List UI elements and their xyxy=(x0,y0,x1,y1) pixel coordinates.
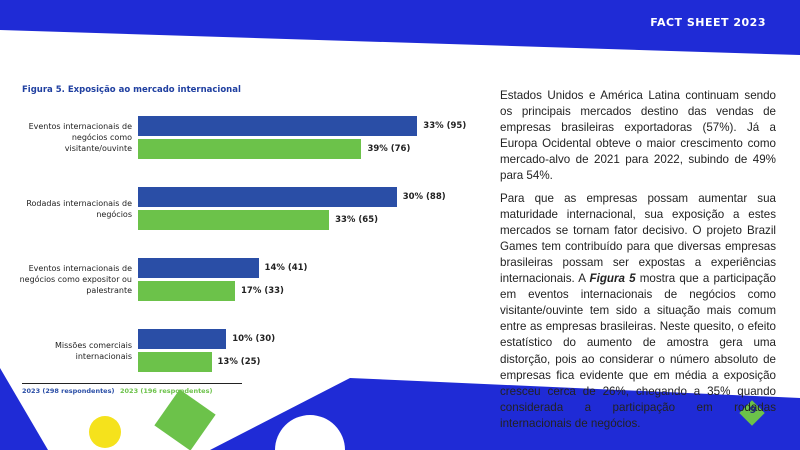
text-run: Estados Unidos e América Latina continua… xyxy=(500,89,776,183)
text-run: Para que as empresas possam aumentar sua… xyxy=(500,191,776,286)
bar xyxy=(138,281,236,301)
bar xyxy=(138,139,362,159)
bar xyxy=(138,258,259,278)
bar xyxy=(138,329,227,349)
bar xyxy=(138,187,397,207)
value-label: 17% (33) xyxy=(241,286,284,296)
category-label: Rodadas internacionais de negócios xyxy=(26,198,132,219)
body-text: Estados Unidos e América Latina continua… xyxy=(500,88,776,438)
bar xyxy=(138,116,418,136)
yellow-circle xyxy=(89,416,121,448)
bar xyxy=(138,352,212,372)
value-label: 33% (65) xyxy=(335,215,378,225)
white-semicircle xyxy=(275,415,345,450)
paragraph: Para que as empresas possam aumentar sua… xyxy=(500,191,776,432)
value-label: 30% (88) xyxy=(402,192,446,202)
category-label: Eventos internacionais de negócios como … xyxy=(28,122,132,153)
value-label: 14% (41) xyxy=(264,263,308,273)
paragraph: Estados Unidos e América Latina continua… xyxy=(500,88,776,185)
green-square xyxy=(154,389,216,450)
footer-band xyxy=(210,378,800,450)
legend-entry: 2023 (298 respondentes) xyxy=(22,387,115,395)
text-run: Figura 5 xyxy=(589,272,636,286)
header-band xyxy=(0,0,800,55)
text-run: mostra que a participação em eventos int… xyxy=(500,272,776,430)
legend-entry: 2023 (196 respondentes) xyxy=(120,387,213,395)
value-label: 33% (95) xyxy=(423,121,467,131)
chart-title: Figura 5. Exposição ao mercado internaci… xyxy=(22,85,241,95)
bar xyxy=(138,210,330,230)
category-label: Eventos internacionais de negócios como … xyxy=(19,264,132,295)
value-label: 39% (76) xyxy=(367,144,411,154)
legend-rule xyxy=(22,383,242,384)
header-label: FACT SHEET 2023 xyxy=(650,16,766,29)
value-label: 13% (25) xyxy=(217,357,261,367)
corner-triangle xyxy=(0,368,48,450)
category-label: Missões comerciais internacionais xyxy=(54,340,132,361)
value-label: 10% (30) xyxy=(232,334,276,344)
page-badge xyxy=(739,400,765,426)
page-number: 9 xyxy=(749,405,757,416)
